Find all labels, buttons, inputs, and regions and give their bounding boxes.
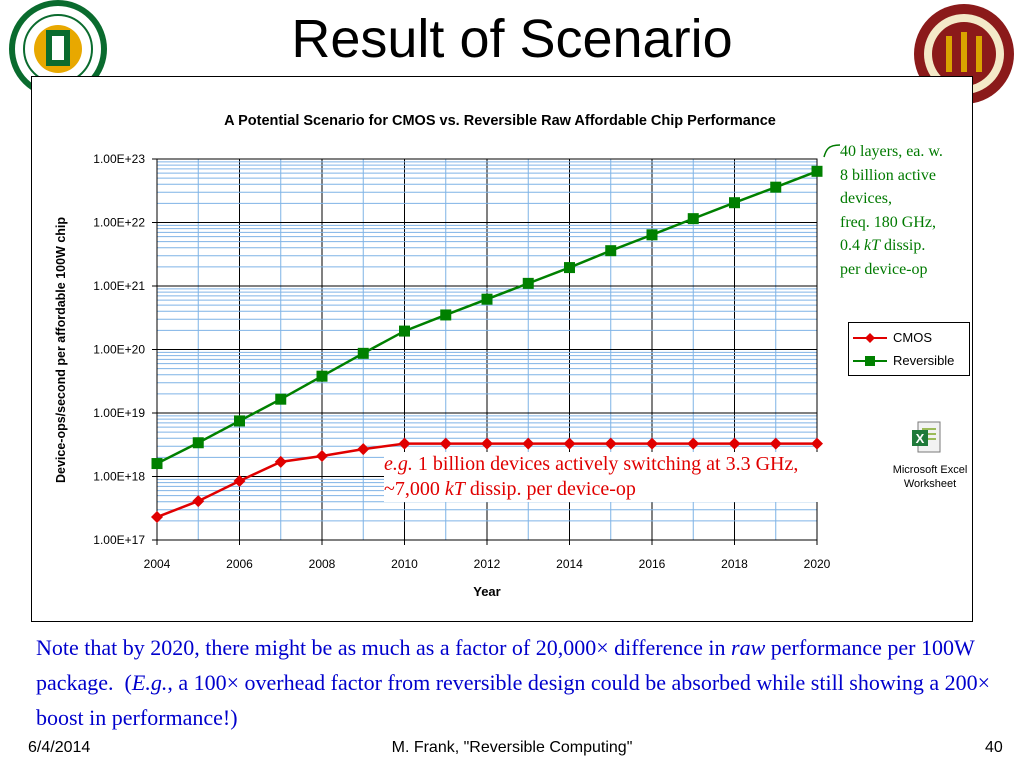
reversible-data-point <box>440 309 452 321</box>
legend-item-reversible: Reversible <box>849 351 969 371</box>
x-tick-label: 2020 <box>804 557 831 571</box>
cmos-data-point <box>646 437 658 450</box>
axes: 1.00E+17 1.00E+18 1.00E+19 1.00E+20 1.00E+21… <box>93 152 830 571</box>
cmos-data-point <box>728 437 741 450</box>
chart-title: A Potential Scenario for CMOS vs. Revers… <box>224 113 776 129</box>
reversible-data-point <box>357 347 369 359</box>
reversible-annotation: 40 layers, ea. w. 8 billion active devic… <box>840 143 943 278</box>
reversible-data-point <box>151 458 163 470</box>
reversible-data-point <box>564 262 575 274</box>
reversible-data-point <box>275 393 287 405</box>
cmos-data-point <box>398 437 411 450</box>
x-tick-label: 2006 <box>226 557 253 571</box>
cmos-data-point <box>769 437 782 450</box>
x-tick-label: 2010 <box>391 557 418 571</box>
y-tick-label: 1.00E+21 <box>93 279 145 293</box>
chart-legend: CMOS Reversible <box>848 322 970 376</box>
x-axis-label: Year <box>473 584 500 599</box>
reversible-data-point <box>522 277 534 289</box>
cmos-data-point <box>522 437 535 450</box>
university-logo-left <box>2 0 114 98</box>
legend-label-reversible: Reversible <box>893 353 955 368</box>
cmos-data-point <box>357 443 370 456</box>
cmos-data-point <box>563 437 576 450</box>
cmos-data-point <box>233 474 246 487</box>
reversible-data-point <box>646 229 658 241</box>
y-tick-label: 1.00E+22 <box>93 216 145 230</box>
reversible-data-point <box>399 325 410 337</box>
y-tick-label: 1.00E+19 <box>93 406 145 420</box>
y-tick-label: 1.00E+18 <box>93 470 145 484</box>
reversible-data-point <box>687 213 699 225</box>
x-tick-label: 2012 <box>474 557 501 571</box>
footer-date: 6/4/2014 <box>28 739 91 756</box>
footer-page-number: 40 <box>985 739 1003 756</box>
slide-note: Note that by 2020, there might be as muc… <box>36 635 991 730</box>
series <box>151 165 823 524</box>
reversible-data-point <box>192 437 204 449</box>
x-tick-label: 2016 <box>639 557 666 571</box>
reversible-data-point <box>605 245 617 257</box>
cmos-data-point <box>439 437 452 450</box>
y-tick-label: 1.00E+23 <box>93 152 145 166</box>
cmos-data-point <box>481 437 493 450</box>
cmos-annotation: e.g. 1 billion devices actively switchin… <box>384 452 824 502</box>
y-axis-label: Device-ops/second per affordable 100W ch… <box>54 217 68 483</box>
cmos-data-point <box>151 511 163 524</box>
legend-label-cmos: CMOS <box>893 330 932 345</box>
y-tick-label: 1.00E+20 <box>93 343 145 357</box>
x-tick-label: 2004 <box>144 557 171 571</box>
cmos-data-point <box>192 495 205 508</box>
cmos-data-point <box>687 437 700 450</box>
svg-text:X: X <box>916 431 925 446</box>
annotation-arrow <box>823 144 841 158</box>
cmos-data-point <box>316 450 328 463</box>
x-tick-label: 2018 <box>721 557 748 571</box>
cmos-data-point <box>274 455 287 468</box>
cmos-data-point <box>604 437 617 450</box>
reversible-data-point <box>729 197 740 209</box>
reversible-data-point <box>811 165 823 177</box>
reversible-data-point <box>770 181 782 193</box>
chart: A Potential Scenario for CMOS vs. Revers… <box>54 113 841 599</box>
reversible-data-point <box>481 293 493 305</box>
excel-worksheet-label: Microsoft Excel Worksheet <box>892 464 968 490</box>
x-tick-label: 2008 <box>309 557 336 571</box>
reversible-data-point <box>316 370 328 382</box>
x-tick-label: 2014 <box>556 557 583 571</box>
footer-author: M. Frank, "Reversible Computing" <box>391 739 633 756</box>
slide-title: Result of Scenario <box>291 9 733 69</box>
y-tick-label: 1.00E+17 <box>93 533 145 547</box>
excel-worksheet-icon[interactable]: X <box>910 420 944 456</box>
cmos-data-point <box>811 437 823 450</box>
legend-item-cmos: CMOS <box>849 328 969 348</box>
reversible-data-point <box>234 415 245 427</box>
